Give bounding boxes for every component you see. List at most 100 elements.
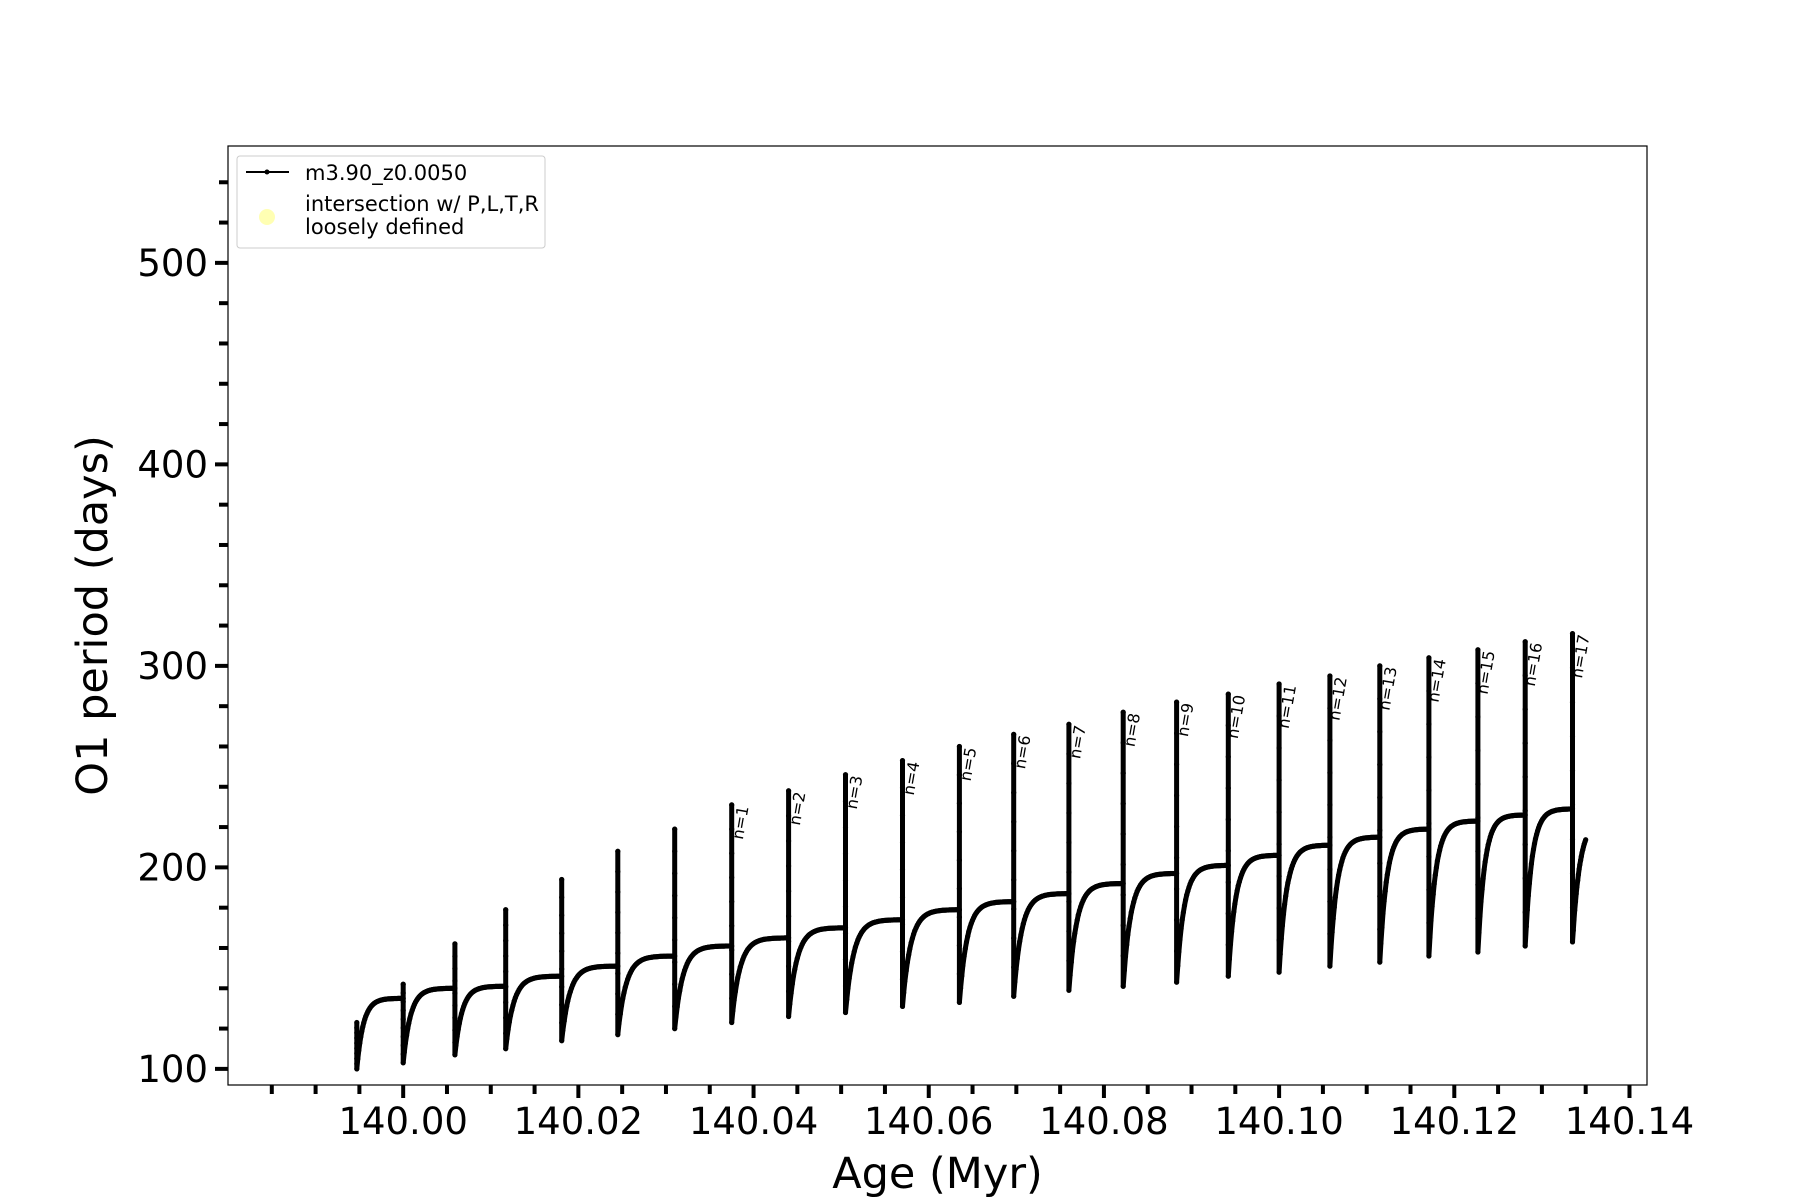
data-point [1426,721,1432,727]
data-point [1225,691,1231,697]
data-point [401,1049,407,1055]
data-point [454,1034,460,1040]
data-point [899,785,906,791]
data-point [908,940,914,946]
data-point [1278,936,1284,942]
data-point [1120,892,1126,898]
data-point [506,1019,512,1025]
data-point [615,889,621,895]
data-point [503,1015,509,1021]
data-point [786,788,792,794]
data-point [1013,966,1019,972]
data-point [956,800,963,806]
data-point [672,981,678,987]
data-point [1129,904,1136,910]
data-point [1126,923,1132,929]
data-point [903,968,909,974]
data-point [559,1002,565,1008]
data-point [354,1035,360,1041]
data-point [1528,861,1534,867]
data-point [678,981,684,988]
data-point [1235,883,1241,889]
data-point [507,1013,514,1019]
data-point [672,826,678,832]
data-point [842,877,849,884]
axis-labels: Age (Myr) O1 period (days) [68,435,1043,1199]
data-point [1286,874,1292,881]
data-point [1386,860,1392,866]
y-tick-label: 200 [137,846,208,889]
data-point [1569,802,1576,808]
data-point [1570,927,1576,934]
data-point [1377,762,1383,768]
data-point [355,1056,361,1062]
data-point [1426,826,1432,832]
data-point [1433,864,1439,871]
data-point [1225,879,1231,885]
data-point [1338,862,1344,868]
data-point [559,984,565,990]
data-point [1011,819,1017,825]
data-point [1233,894,1239,900]
data-point [899,812,906,818]
data-point [1523,924,1529,930]
data-point [615,950,621,956]
data-point [559,948,565,954]
data-point [1283,893,1289,899]
data-point [1477,913,1483,919]
data-point [1327,899,1333,905]
data-point [623,980,630,986]
series-markers [354,631,1589,1072]
data-point [1074,917,1080,923]
data-point [1427,934,1433,940]
data-point [1530,846,1537,853]
data-point [1276,809,1282,815]
legend: m3.90_z0.0050 intersection w/ P,L,T,R lo… [236,155,546,249]
data-point [559,1038,565,1044]
data-point [1066,899,1072,905]
data-point [561,1018,567,1024]
data-point [452,966,458,972]
data-point [1285,880,1291,886]
data-point [786,963,792,969]
data-point [1011,731,1017,738]
data-point [1331,904,1337,910]
data-point [1225,973,1231,979]
x-axis-label: Age (Myr) [832,1149,1043,1199]
data-point [1120,709,1126,715]
data-point [680,971,687,978]
data-point [729,947,735,953]
data-point [1276,777,1282,783]
data-point [1011,899,1017,905]
data-point [850,954,856,960]
data-point [1276,852,1282,858]
data-point [1068,959,1074,965]
data-point [1524,907,1530,913]
data-point [620,996,626,1002]
data-point [1571,917,1577,923]
data-point [1075,912,1081,918]
data-point [617,1011,623,1017]
data-point [1522,639,1528,645]
data-point [1276,713,1282,719]
data-point [1174,761,1180,768]
data-point [357,1040,363,1046]
data-point [899,949,906,955]
data-point [842,772,849,778]
data-point [400,1060,406,1066]
data-point [1377,827,1383,834]
data-point [1225,722,1231,729]
data-point [956,772,963,778]
plot-frame [227,145,1648,1086]
data-point [400,981,406,987]
data-point [1012,979,1018,985]
data-point [503,999,509,1006]
data-point [1435,852,1442,858]
data-point [1121,967,1127,973]
data-point [792,966,798,972]
data-point [1327,834,1333,840]
data-point [732,988,739,995]
data-point [1225,785,1231,791]
data-point [786,888,792,894]
